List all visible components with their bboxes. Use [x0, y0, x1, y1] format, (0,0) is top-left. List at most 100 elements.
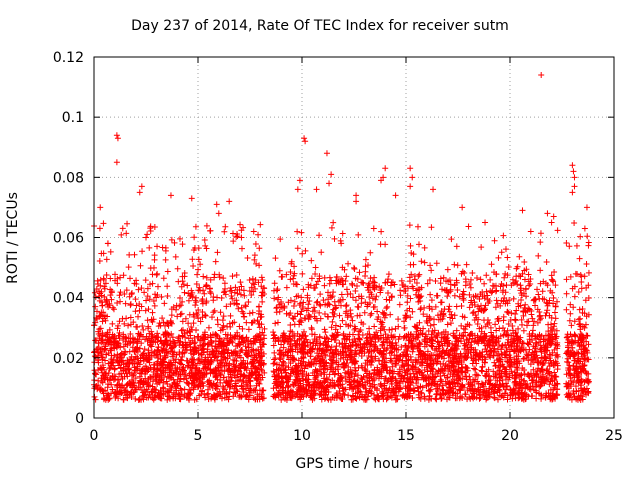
data-point: [477, 394, 484, 401]
data-point: [200, 287, 207, 294]
data-point: [191, 234, 198, 241]
data-point: [472, 312, 479, 319]
data-point: [91, 289, 98, 296]
data-point: [237, 291, 244, 298]
data-point: [154, 243, 161, 250]
data-point: [355, 231, 362, 238]
data-point: [213, 331, 220, 338]
data-point: [414, 223, 421, 230]
data-point: [408, 271, 415, 278]
data-point: [127, 301, 134, 308]
data-point: [137, 262, 144, 269]
data-point: [298, 294, 305, 301]
data-point: [255, 231, 262, 238]
data-point: [312, 264, 319, 271]
data-point: [96, 258, 103, 265]
data-point: [245, 396, 252, 403]
data-point: [466, 373, 473, 380]
data-point: [478, 367, 485, 374]
data-point: [290, 316, 297, 323]
data-point: [160, 275, 167, 282]
data-point: [413, 279, 420, 286]
data-point: [260, 332, 267, 339]
data-point: [426, 388, 433, 395]
data-point: [271, 349, 278, 356]
data-point: [332, 305, 339, 312]
data-point: [380, 311, 387, 318]
data-point: [233, 233, 240, 240]
data-point: [563, 306, 570, 313]
data-point: [343, 302, 350, 309]
data-point: [459, 365, 466, 372]
data-point: [297, 300, 304, 307]
data-point: [468, 339, 475, 346]
data-point: [252, 241, 259, 248]
data-point: [339, 230, 346, 237]
data-point: [541, 344, 548, 351]
data-point: [435, 339, 442, 346]
data-point: [127, 275, 134, 282]
data-point: [116, 292, 123, 299]
data-point: [221, 280, 228, 287]
data-point: [168, 312, 175, 319]
data-point: [171, 239, 178, 246]
data-point: [162, 247, 169, 254]
data-point: [525, 318, 532, 325]
data-point: [492, 288, 499, 295]
data-point: [236, 323, 243, 330]
data-point: [294, 245, 301, 252]
data-point: [142, 307, 149, 314]
data-point: [258, 274, 265, 281]
data-point: [125, 322, 132, 329]
data-point: [433, 260, 440, 267]
data-point: [378, 284, 385, 291]
data-point: [109, 320, 116, 327]
data-point: [202, 312, 209, 319]
data-point: [271, 295, 278, 302]
data-point: [127, 302, 134, 309]
data-point: [542, 394, 549, 401]
data-point: [367, 358, 374, 365]
data-point: [563, 240, 570, 247]
data-point: [325, 289, 332, 296]
data-point: [287, 321, 294, 328]
data-point: [207, 276, 214, 283]
data-point: [312, 271, 319, 278]
data-point: [316, 309, 323, 316]
data-point: [308, 326, 315, 333]
data-point: [571, 293, 578, 300]
data-point: [500, 232, 507, 239]
data-point: [448, 236, 455, 243]
data-point: [234, 388, 241, 395]
data-point: [506, 362, 513, 369]
data-point: [230, 230, 237, 237]
data-point: [444, 266, 451, 273]
data-point: [568, 322, 575, 329]
data-point: [202, 242, 209, 249]
data-point: [276, 308, 283, 315]
data-point: [302, 247, 309, 254]
data-point: [204, 391, 211, 398]
data-point: [117, 298, 124, 305]
data-point: [439, 286, 446, 293]
data-point: [102, 280, 109, 287]
data-point: [308, 275, 315, 282]
data-point: [404, 307, 411, 314]
data-point: [399, 351, 406, 358]
data-point: [311, 313, 318, 320]
data-point: [195, 266, 202, 273]
data-point: [201, 290, 208, 297]
data-point: [537, 230, 544, 237]
data-point: [107, 292, 114, 299]
data-point: [517, 282, 524, 289]
data-point: [301, 365, 308, 372]
data-point: [416, 271, 423, 278]
data-point: [429, 306, 436, 313]
data-point: [328, 344, 335, 351]
data-point: [451, 292, 458, 299]
data-point: [377, 241, 384, 248]
data-point: [577, 233, 584, 240]
data-point: [146, 244, 153, 251]
data-point: [283, 284, 290, 291]
data-point: [145, 306, 152, 313]
